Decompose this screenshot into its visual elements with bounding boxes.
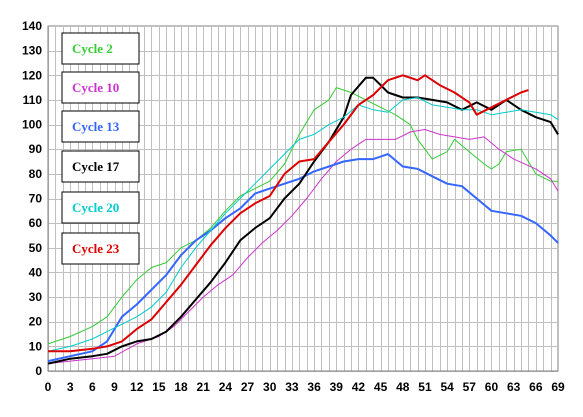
y-tick-label: 60	[29, 216, 43, 230]
legend-box	[61, 191, 140, 224]
x-tick-label: 21	[197, 380, 211, 394]
legend-entry: Cycle 23	[72, 241, 120, 256]
series-line-cycle-13	[47, 153, 559, 363]
y-tick-label: 10	[29, 339, 43, 353]
y-tick-label: 40	[29, 265, 43, 279]
legend-box	[61, 32, 140, 65]
series-line-cycle-2	[47, 87, 558, 345]
y-tick-label: 50	[29, 241, 43, 255]
legend-box	[61, 232, 140, 265]
x-tick-label: 54	[440, 380, 454, 394]
x-tick-label: 18	[174, 380, 188, 394]
y-tick-label: 80	[29, 167, 43, 181]
x-tick-label: 9	[111, 380, 118, 394]
y-tick-label: 140	[22, 19, 42, 33]
x-tick-label: 51	[418, 380, 432, 394]
legend-box	[61, 150, 140, 183]
x-tick-label: 48	[396, 380, 410, 394]
x-tick-label: 12	[130, 380, 144, 394]
x-tick-label: 57	[463, 380, 477, 394]
x-tick-label: 60	[485, 380, 499, 394]
legend-box	[61, 71, 140, 104]
x-tick-label: 66	[529, 380, 543, 394]
x-tick-label: 24	[219, 380, 233, 394]
x-tick-label: 45	[374, 380, 388, 394]
x-tick-label: 15	[152, 380, 166, 394]
y-tick-label: 100	[22, 118, 42, 132]
y-tick-label: 20	[29, 315, 43, 329]
y-tick-label: 110	[23, 93, 43, 107]
y-tick-label: 120	[22, 68, 42, 82]
x-tick-label: 42	[352, 380, 366, 394]
legend-entry: Cycle 13	[72, 119, 120, 134]
x-tick-label: 3	[67, 380, 74, 394]
legend-entry: Cycle 2	[72, 41, 113, 56]
x-tick-label: 30	[263, 380, 277, 394]
legend-entry: Cycle 10	[72, 80, 119, 95]
series-line-cycle-23	[48, 74, 529, 353]
legend-entry: Cycle 17	[72, 159, 120, 174]
y-tick-label: 90	[29, 142, 43, 156]
x-tick-label: 6	[89, 380, 96, 394]
legend-box	[61, 110, 140, 143]
x-tick-label: 33	[285, 380, 299, 394]
x-tick-label: 0	[45, 380, 52, 394]
y-tick-label: 0	[35, 364, 42, 378]
x-tick-label: 27	[241, 380, 255, 394]
y-tick-label: 130	[22, 44, 42, 58]
x-tick-label: 69	[551, 380, 565, 394]
x-tick-label: 63	[507, 380, 521, 394]
y-tick-label: 70	[29, 192, 43, 206]
legend-entry: Cycle 20	[72, 200, 119, 215]
x-tick-label: 36	[307, 380, 321, 394]
series-lines	[47, 74, 559, 365]
y-tick-label: 30	[29, 290, 43, 304]
x-tick-label: 39	[330, 380, 344, 394]
legend: Cycle 2 Cycle 10 Cycle 13 Cycle 17 Cycle 20 C…	[61, 32, 140, 265]
